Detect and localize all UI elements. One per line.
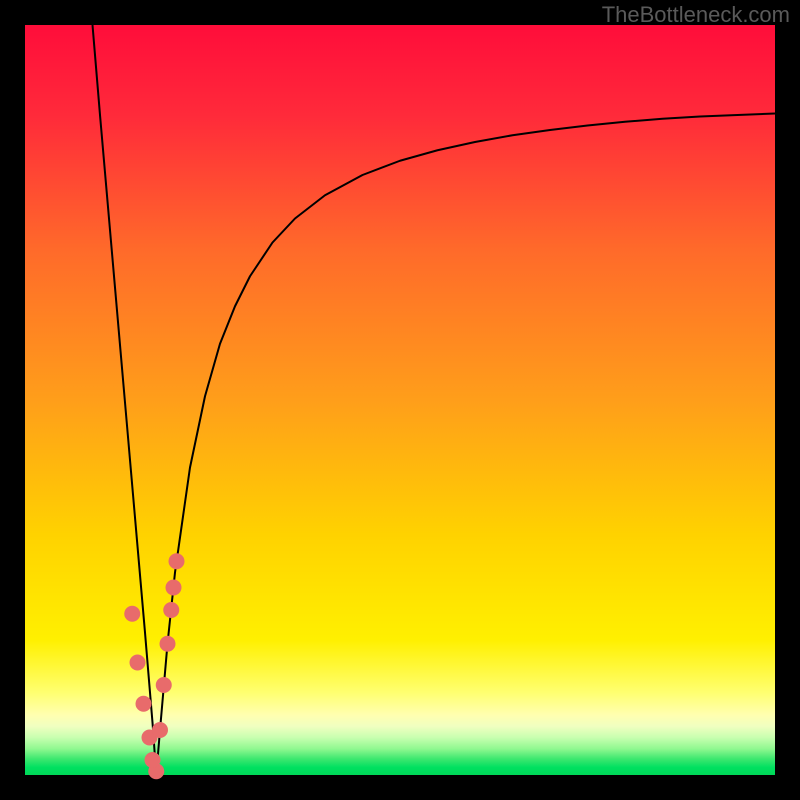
chart-svg <box>0 0 800 800</box>
data-marker <box>160 636 176 652</box>
data-marker <box>145 752 161 768</box>
data-marker <box>152 722 168 738</box>
data-marker <box>156 677 172 693</box>
chart-container: TheBottleneck.com <box>0 0 800 800</box>
data-marker <box>166 580 182 596</box>
data-marker <box>124 606 140 622</box>
watermark-text: TheBottleneck.com <box>602 2 790 28</box>
data-marker <box>163 602 179 618</box>
data-marker <box>169 553 185 569</box>
data-marker <box>136 696 152 712</box>
data-marker <box>130 655 146 671</box>
